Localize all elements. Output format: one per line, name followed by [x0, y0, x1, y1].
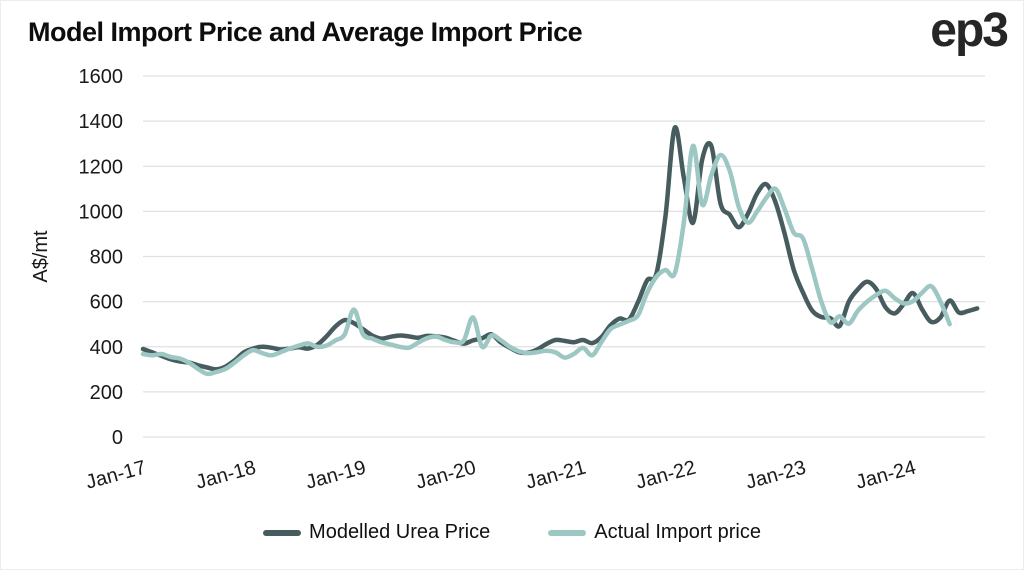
y-tick-label-600: 600 [90, 292, 123, 314]
y-tick-label-1200: 1200 [79, 156, 124, 178]
y-tick-label-1400: 1400 [79, 111, 124, 133]
legend-item-modelled: Modelled Urea Price [263, 521, 490, 544]
x-tick-label-Jan-22: Jan-22 [634, 457, 699, 494]
series-line-actual-import-price [140, 143, 952, 377]
legend-label-actual: Actual Import price [594, 521, 761, 543]
x-tick-label-Jan-19: Jan-19 [304, 457, 369, 494]
y-tick-label-400: 400 [90, 337, 123, 359]
y-tick-label-200: 200 [90, 382, 123, 404]
y-tick-label-0: 0 [112, 427, 123, 449]
legend-item-actual: Actual Import price [548, 521, 761, 544]
y-tick-label-1600: 1600 [79, 66, 124, 88]
x-tick-label-Jan-24: Jan-24 [854, 457, 919, 494]
actual-line-swatch [548, 529, 587, 536]
x-tick-label-Jan-17: Jan-17 [84, 457, 149, 494]
x-tick-label-Jan-20: Jan-20 [414, 457, 479, 494]
y-tick-label-1000: 1000 [79, 201, 124, 223]
series-line-modelled-urea-price [140, 125, 980, 372]
chart-title: Model Import Price and Average Import Pr… [28, 17, 583, 47]
x-tick-label-Jan-18: Jan-18 [194, 457, 259, 494]
y-axis-title: A$/mt [30, 230, 52, 283]
modelled-line-swatch [263, 529, 302, 536]
x-tick-label-Jan-23: Jan-23 [744, 457, 809, 494]
x-tick-label-Jan-21: Jan-21 [524, 457, 589, 494]
legend-label-modelled: Modelled Urea Price [309, 521, 491, 543]
ep3-logo: ep3 [930, 4, 1009, 57]
chart-legend: Modelled Urea Price Actual Import price [1, 521, 1023, 544]
y-tick-label-800: 800 [90, 247, 123, 269]
